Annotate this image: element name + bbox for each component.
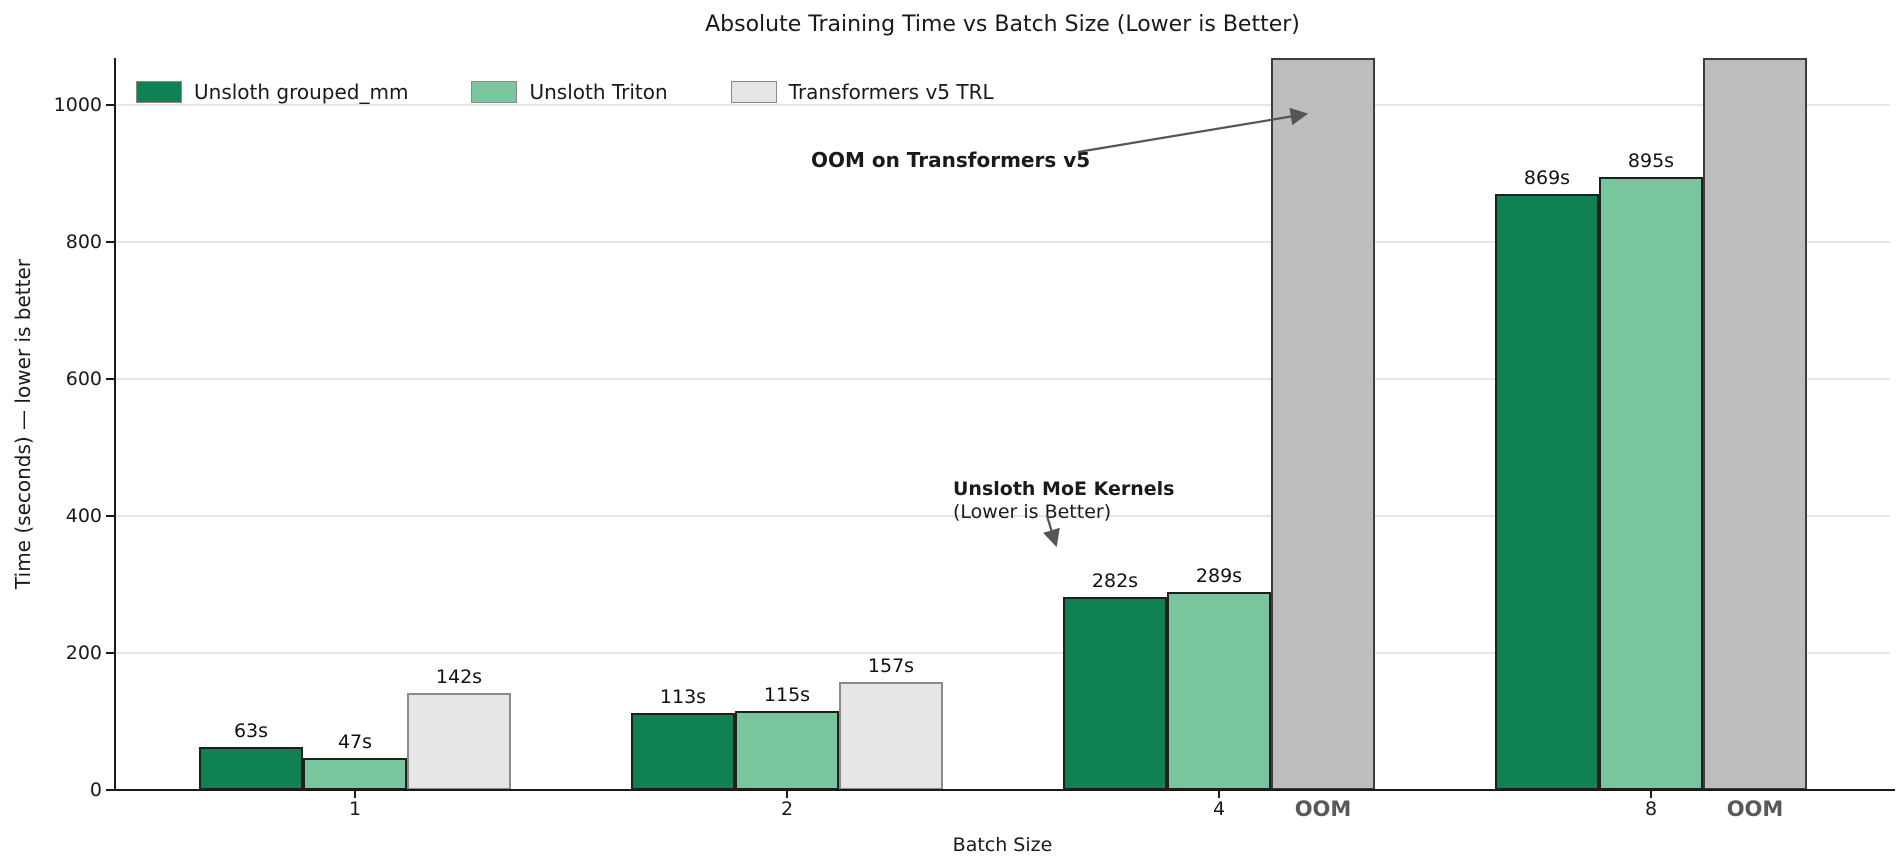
bar-unsloth-grouped-mm-batch4 [1063,596,1167,790]
bar-value-label: 63s [233,719,269,742]
gridline-y600 [115,377,1890,380]
bar-unsloth-grouped-mm-batch1 [199,746,303,790]
legend-swatch [471,81,518,103]
bar-unsloth-triton-batch2 [735,711,839,790]
x-tick-mark [1650,791,1652,798]
gridline-y1000 [115,103,1890,106]
legend-swatch [136,81,182,103]
legend-item-unsloth-triton: Unsloth Triton [471,80,668,104]
x-axis-spine [114,789,1895,791]
y-tick-mark [106,514,114,517]
legend-swatch [730,81,777,103]
x-axis-label: Batch Size [952,834,1053,856]
x-tick-label: 8 [1644,798,1658,820]
bar-value-label: 157s [867,655,915,678]
annotation-unsloth-kernels-subtitle: (Lower is Better) [953,501,1112,523]
bar-transformers-v5-trl-batch4 [1271,58,1375,790]
bar-value-label: 47s [337,730,373,753]
bar-value-label: 113s [659,685,707,708]
x-tick-mark [1218,791,1220,798]
x-tick-mark [786,791,788,798]
x-tick-label: 2 [780,798,794,820]
y-tick-mark [106,103,114,106]
legend-label: Unsloth grouped_mm [194,80,409,104]
bar-unsloth-triton-batch4 [1167,591,1271,790]
y-tick-mark [106,240,114,243]
bar-transformers-v5-trl-batch2 [839,682,943,790]
bar-unsloth-triton-batch8 [1599,176,1703,790]
x-tick-label: 1 [348,798,362,820]
bar-value-label: 282s [1091,569,1139,592]
bar-unsloth-triton-batch1 [303,757,407,790]
y-tick-mark [106,377,114,380]
legend-label: Unsloth Triton [529,80,668,104]
y-tick-label: 600 [65,367,102,390]
bar-value-label: 142s [435,665,483,688]
y-tick-label: 400 [65,504,102,527]
annotation-unsloth-kernels-title: Unsloth MoE Kernels [953,478,1175,500]
bar-unsloth-grouped-mm-batch8 [1495,194,1599,790]
bar-value-label: 289s [1195,564,1243,587]
bar-transformers-v5-trl-batch8 [1703,58,1807,790]
bar-value-label: 869s [1523,167,1571,190]
gridline-y800 [115,240,1890,243]
annotation-unsloth-kernels: Unsloth MoE Kernels (Lower is Better) [953,478,1175,524]
oom-axis-label: OOM [1294,797,1352,821]
bar-value-label: 895s [1627,149,1675,172]
gridline-y200 [115,651,1890,654]
legend-item-unsloth-grouped-mm: Unsloth grouped_mm [136,80,408,104]
bar-unsloth-grouped-mm-batch2 [631,712,735,790]
gridline-y400 [115,514,1890,517]
y-tick-label: 1000 [53,93,102,116]
oom-axis-label: OOM [1726,797,1784,821]
y-tick-label: 800 [65,230,102,253]
y-axis-label: Time (seconds) — lower is better [11,259,35,589]
x-tick-label: 4 [1212,798,1226,820]
y-tick-label: 200 [65,641,102,664]
bar-transformers-v5-trl-batch1 [407,692,511,790]
y-tick-mark [106,789,114,791]
x-tick-mark [354,791,356,798]
y-tick-mark [106,651,114,654]
chart-title: Absolute Training Time vs Batch Size (Lo… [705,12,1300,37]
y-axis-label-wrap: Time (seconds) — lower is better [6,58,40,790]
annotation-oom-transformers: OOM on Transformers v5 [811,148,1091,172]
legend: Unsloth grouped_mm Unsloth Triton Transfor… [136,80,994,104]
bar-value-label: 115s [763,684,811,707]
y-tick-label: 0 [89,779,102,801]
y-axis-spine [114,58,116,790]
legend-label: Transformers v5 TRL [788,80,994,104]
plot-area: Unsloth grouped_mm Unsloth Triton Transfor… [115,58,1890,790]
legend-item-transformers-v5-trl: Transformers v5 TRL [730,80,994,104]
